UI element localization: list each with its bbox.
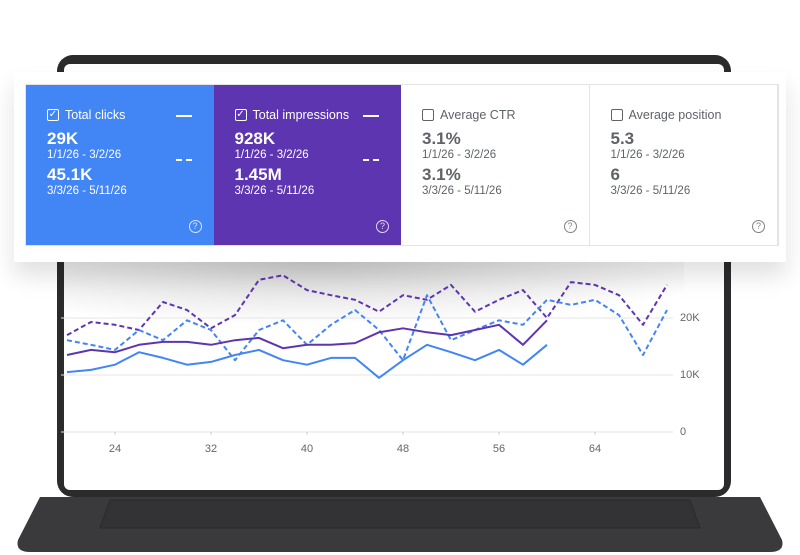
panel-shadow	[64, 262, 684, 352]
metric-card[interactable]: Average position 5.3 1/1/26 - 3/2/26 6 3/3/2…	[590, 85, 778, 245]
card-header: ✓ Total impressions	[234, 107, 402, 123]
help-icon[interactable]: ?	[752, 220, 765, 233]
series-line	[66, 319, 548, 356]
metric-card[interactable]: ✓ Total clicks 29K 1/1/26 - 3/2/26 45.1K 3/3/…	[26, 85, 214, 245]
card-label: Average position	[628, 108, 722, 122]
help-icon[interactable]: ?	[376, 220, 389, 233]
x-tick-label: 40	[301, 443, 313, 455]
checkbox[interactable]: ✓	[234, 109, 247, 121]
metric-value: 6	[610, 165, 620, 184]
metric-value: 928K	[234, 129, 276, 148]
checkbox[interactable]	[422, 109, 434, 121]
help-icon[interactable]: ?	[188, 220, 202, 233]
checkbox[interactable]	[610, 109, 623, 121]
card-label: Average CTR	[440, 108, 516, 122]
date-range: 3/3/26 - 5/11/26	[47, 185, 127, 197]
date-range: 1/1/26 - 3/2/26	[234, 149, 309, 161]
keyboard	[99, 499, 701, 529]
y-tick-label: 10K	[680, 369, 700, 381]
card-label: Total clicks	[65, 108, 126, 122]
metric-value: 29K	[47, 129, 79, 148]
card-label: Total impressions	[252, 108, 350, 122]
legend-icon	[363, 115, 379, 117]
plot: 0 10K 20K 24 32 40 48 56 64	[61, 274, 700, 455]
metric-value: 1.45M	[234, 165, 282, 184]
legend-icon	[175, 159, 192, 161]
legend-icon	[175, 115, 192, 117]
metrics-panel: ✓ Total clicks 29K 1/1/26 - 3/2/26 45.1K 3/3/…	[14, 72, 786, 262]
date-range: 3/3/26 - 5/11/26	[422, 185, 502, 197]
series-line	[66, 274, 668, 336]
metric-value: 3.1%	[422, 165, 461, 184]
x-tick-label: 56	[493, 443, 505, 455]
date-range: 3/3/26 - 5/11/26	[234, 185, 315, 197]
date-range: 1/1/26 - 3/2/26	[422, 149, 497, 161]
series-line	[66, 343, 548, 379]
x-tick-label: 64	[589, 443, 601, 455]
x-tick-label: 32	[205, 443, 217, 455]
card-header: ✓ Total clicks	[47, 107, 214, 123]
date-range: 3/3/26 - 5/11/26	[610, 185, 691, 197]
date-range: 1/1/26 - 3/2/26	[47, 149, 122, 161]
metric-value: 45.1K	[47, 165, 93, 184]
card-header: Average position	[610, 107, 778, 123]
help-icon[interactable]: ?	[563, 220, 577, 233]
date-range: 1/1/26 - 3/2/26	[610, 149, 685, 161]
metric-card[interactable]: ✓ Total impressions 928K 1/1/26 - 3/2/26 1.4…	[213, 85, 402, 245]
checkbox[interactable]: ✓	[47, 109, 59, 121]
metric-value: 3.1%	[422, 129, 461, 148]
y-tick-label: 0	[680, 426, 686, 438]
series-line	[66, 294, 668, 362]
metric-card[interactable]: Average CTR 3.1% 1/1/26 - 3/2/26 3.1% 3/3/26…	[401, 85, 590, 245]
card-header: Average CTR	[422, 107, 589, 123]
metric-cards: ✓ Total clicks 29K 1/1/26 - 3/2/26 45.1K 3/3/…	[25, 84, 779, 246]
x-tick-label: 24	[109, 443, 121, 455]
y-tick-label: 20K	[680, 312, 700, 324]
x-tick-label: 48	[397, 443, 409, 455]
metric-value: 5.3	[610, 129, 635, 148]
legend-icon	[363, 159, 379, 161]
